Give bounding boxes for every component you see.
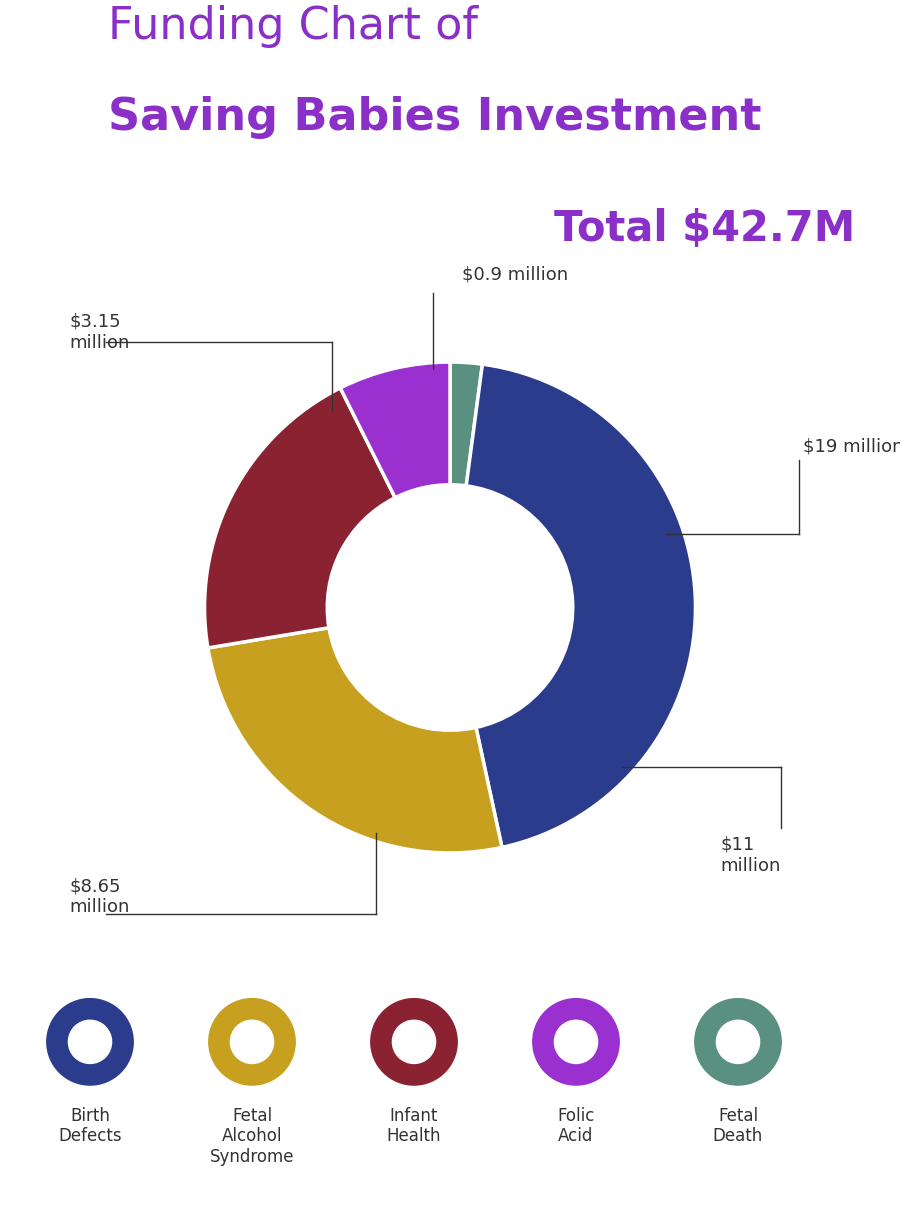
Ellipse shape <box>695 999 781 1085</box>
Text: Folic
Acid: Folic Acid <box>557 1107 595 1146</box>
Text: $19 million: $19 million <box>804 437 900 456</box>
Text: $0.9 million: $0.9 million <box>463 266 569 283</box>
Ellipse shape <box>68 1021 112 1063</box>
Text: Saving Babies Investment: Saving Babies Investment <box>108 96 761 140</box>
Ellipse shape <box>392 1021 436 1063</box>
Text: Total $42.7M: Total $42.7M <box>554 209 855 250</box>
Text: Fetal
Death: Fetal Death <box>713 1107 763 1146</box>
Wedge shape <box>450 362 482 486</box>
Text: $11
million: $11 million <box>720 836 780 875</box>
Text: Birth
Defects: Birth Defects <box>58 1107 122 1146</box>
Text: $8.65
million: $8.65 million <box>69 877 130 916</box>
Ellipse shape <box>47 999 133 1085</box>
Text: Funding Chart of: Funding Chart of <box>108 5 478 49</box>
Text: Fetal
Alcohol
Syndrome: Fetal Alcohol Syndrome <box>210 1107 294 1166</box>
Ellipse shape <box>371 999 457 1085</box>
Wedge shape <box>204 388 395 648</box>
Ellipse shape <box>230 1021 274 1063</box>
Wedge shape <box>208 628 502 853</box>
Text: Infant
Health: Infant Health <box>387 1107 441 1146</box>
Ellipse shape <box>716 1021 760 1063</box>
Ellipse shape <box>554 1021 598 1063</box>
Ellipse shape <box>209 999 295 1085</box>
Wedge shape <box>466 364 696 847</box>
Text: $3.15
million: $3.15 million <box>69 313 130 352</box>
Ellipse shape <box>533 999 619 1085</box>
Wedge shape <box>340 362 450 498</box>
